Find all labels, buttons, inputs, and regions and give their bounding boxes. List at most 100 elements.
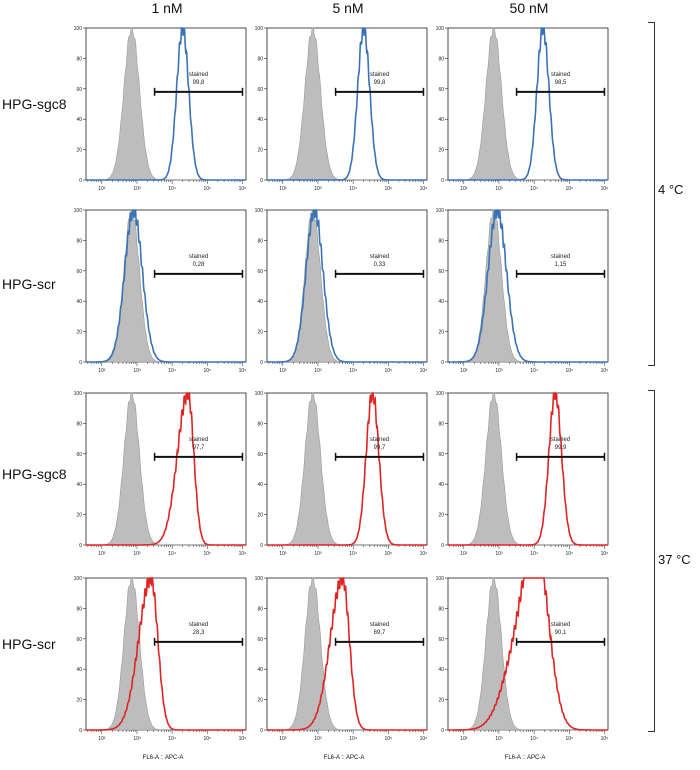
x-tick-label: 10⁶ xyxy=(420,186,428,192)
y-tick-label: 0 xyxy=(79,178,82,184)
panel-frame-9 xyxy=(85,577,247,731)
x-tick-label: 10⁵ xyxy=(384,186,392,192)
temp-label-37c: 37 °C xyxy=(658,552,691,567)
panel-frame-2 xyxy=(447,27,609,181)
y-tick-label: 0 xyxy=(260,728,263,734)
y-tick-label: 80 xyxy=(76,606,82,612)
row-label-sgc8-4c: HPG-sgc8 xyxy=(2,96,67,112)
gate-label-8: stained xyxy=(551,437,570,443)
y-tick-label: 80 xyxy=(438,238,444,244)
panel-frame-1 xyxy=(266,27,428,181)
y-tick-label: 0 xyxy=(260,178,263,184)
x-tick-label: 10² xyxy=(98,368,106,374)
x-tick-label: 10² xyxy=(460,551,468,557)
y-tick-label: 0 xyxy=(79,360,82,366)
control-histogram-5 xyxy=(448,209,608,363)
x-tick-label: 10⁶ xyxy=(601,551,609,557)
y-tick-label: 100 xyxy=(74,208,83,214)
y-tick-label: 80 xyxy=(438,56,444,62)
y-tick-label: 0 xyxy=(441,728,444,734)
y-tick-label: 80 xyxy=(438,421,444,427)
gate-label-0: stained xyxy=(189,72,208,78)
x-tick-label: 10² xyxy=(279,551,287,557)
control-histogram-1 xyxy=(267,27,427,181)
sample-histogram-5 xyxy=(448,209,608,363)
y-tick-label: 40 xyxy=(438,117,444,123)
y-tick-label: 100 xyxy=(255,391,264,397)
control-histogram-0 xyxy=(86,27,246,181)
gate-value-0: 99,8 xyxy=(193,80,205,86)
x-tick-label: 10⁵ xyxy=(384,551,392,557)
y-tick-label: 0 xyxy=(260,543,263,549)
y-tick-label: 40 xyxy=(438,482,444,488)
y-tick-label: 80 xyxy=(76,238,82,244)
x-tick-label: 10² xyxy=(460,736,468,742)
sample-histogram-11 xyxy=(448,577,608,731)
y-tick-label: 100 xyxy=(74,26,83,32)
temp-label-4c: 4 °C xyxy=(658,182,684,197)
y-tick-label: 100 xyxy=(436,576,445,582)
control-histogram-8 xyxy=(448,392,608,546)
control-histogram-3 xyxy=(86,209,246,363)
y-tick-label: 0 xyxy=(260,360,263,366)
y-tick-label: 80 xyxy=(76,421,82,427)
x-tick-label: 10³ xyxy=(495,368,503,374)
gate-label-7: stained xyxy=(370,437,389,443)
x-tick-label: 10⁵ xyxy=(565,551,573,557)
panel-frame-7 xyxy=(266,392,428,546)
gate-value-4: 0,33 xyxy=(374,262,386,268)
y-tick-label: 20 xyxy=(76,513,82,519)
col-header-50nM: 50 nM xyxy=(509,0,549,16)
sample-histogram-7 xyxy=(267,392,427,546)
x-tick-label: 10³ xyxy=(314,551,322,557)
panel-frame-5 xyxy=(447,209,609,363)
gate-label-11: stained xyxy=(551,622,570,628)
y-tick-label: 60 xyxy=(438,637,444,643)
y-tick-label: 20 xyxy=(438,513,444,519)
xaxis-label-col1: FL6-A :: APC-A xyxy=(142,755,184,761)
y-tick-label: 80 xyxy=(257,56,263,62)
x-tick-label: 10⁵ xyxy=(565,736,573,742)
sample-histogram-6 xyxy=(86,392,246,546)
control-histogram-11 xyxy=(448,577,608,731)
gate-value-6: 97,7 xyxy=(193,445,205,451)
control-histogram-9 xyxy=(86,577,246,731)
x-tick-label: 10³ xyxy=(133,186,141,192)
x-tick-label: 10⁶ xyxy=(420,551,428,557)
gate-value-9: 28,3 xyxy=(193,630,205,636)
x-tick-label: 10⁴ xyxy=(530,368,538,374)
y-tick-label: 40 xyxy=(76,667,82,673)
x-tick-label: 10³ xyxy=(133,736,141,742)
x-tick-label: 10³ xyxy=(495,186,503,192)
y-tick-label: 60 xyxy=(257,452,263,458)
x-tick-label: 10² xyxy=(279,368,287,374)
x-tick-label: 10⁵ xyxy=(384,368,392,374)
y-tick-label: 0 xyxy=(441,178,444,184)
y-tick-label: 60 xyxy=(76,452,82,458)
x-tick-label: 10⁵ xyxy=(203,551,211,557)
x-tick-label: 10⁴ xyxy=(530,736,538,742)
x-tick-label: 10² xyxy=(460,368,468,374)
y-tick-label: 60 xyxy=(76,87,82,93)
y-tick-label: 40 xyxy=(257,482,263,488)
y-tick-label: 80 xyxy=(257,421,263,427)
control-histogram-6 xyxy=(86,392,246,546)
y-tick-label: 40 xyxy=(257,667,263,673)
gate-value-2: 98,5 xyxy=(555,80,567,86)
x-tick-label: 10³ xyxy=(495,551,503,557)
x-tick-label: 10⁴ xyxy=(168,736,176,742)
x-tick-label: 10⁴ xyxy=(349,736,357,742)
y-tick-label: 60 xyxy=(76,637,82,643)
x-tick-label: 10⁵ xyxy=(565,368,573,374)
x-tick-label: 10⁶ xyxy=(420,736,428,742)
y-tick-label: 40 xyxy=(76,117,82,123)
panel-frame-3 xyxy=(85,209,247,363)
y-tick-label: 100 xyxy=(255,576,264,582)
x-tick-label: 10⁶ xyxy=(239,186,247,192)
y-tick-label: 60 xyxy=(438,269,444,275)
y-tick-label: 20 xyxy=(76,148,82,154)
x-tick-label: 10⁶ xyxy=(601,736,609,742)
col-header-1nM: 1 nM xyxy=(151,0,183,16)
gate-value-3: 0,28 xyxy=(193,262,205,268)
